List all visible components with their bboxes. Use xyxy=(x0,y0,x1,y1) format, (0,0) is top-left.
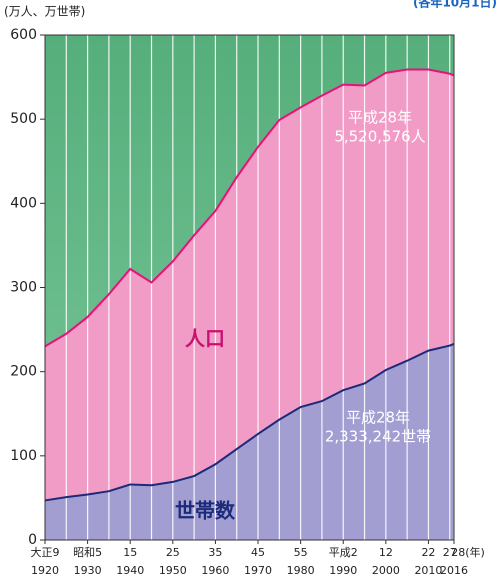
annotation: 平成28年 xyxy=(346,409,410,427)
x-tick-label: 1950 xyxy=(159,564,187,577)
x-era-label: 昭和5 xyxy=(73,546,102,559)
x-era-label: 12 xyxy=(379,546,393,559)
y-tick-label: 400 xyxy=(10,195,37,211)
x-tick-label: 1960 xyxy=(201,564,229,577)
y-axis-label: (万人、万世帯) xyxy=(4,5,85,19)
y-tick-label: 300 xyxy=(10,280,37,296)
area xyxy=(45,343,454,540)
y-tick-label: 600 xyxy=(10,27,37,43)
x-tick-label: 2010 xyxy=(414,564,442,577)
x-era-label: 27 xyxy=(443,546,457,559)
x-era-label: 28(年) xyxy=(451,545,485,559)
x-tick-label: 1990 xyxy=(329,564,357,577)
annotation: 5,520,576人 xyxy=(334,128,425,146)
x-tick-label: 1940 xyxy=(116,564,144,577)
x-era-label: 22 xyxy=(421,546,435,559)
x-era-label: 平成2 xyxy=(329,546,358,559)
series-label: 世帯数 xyxy=(175,499,236,523)
x-tick-label: 2000 xyxy=(372,564,400,577)
y-tick-label: 500 xyxy=(10,111,37,127)
x-era-label: 15 xyxy=(123,546,137,559)
y-tick-label: 0 xyxy=(28,532,37,548)
line xyxy=(44,342,455,502)
x-tick-label: 1920 xyxy=(31,564,59,577)
x-era-label: 35 xyxy=(208,546,222,559)
x-era-label: 55 xyxy=(294,546,308,559)
x-tick-label: 1970 xyxy=(244,564,272,577)
x-tick-label: 2016 xyxy=(440,564,468,577)
y-tick-label: 100 xyxy=(10,448,37,464)
x-tick-label: 1980 xyxy=(287,564,315,577)
x-era-label: 45 xyxy=(251,546,265,559)
series-label: 人口 xyxy=(185,327,225,351)
note: (各年10月1日) xyxy=(413,0,497,10)
line xyxy=(44,68,455,348)
y-tick-label: 200 xyxy=(10,364,37,380)
annotation: 2,333,242世帯 xyxy=(325,428,431,446)
x-tick-label: 1930 xyxy=(74,564,102,577)
annotation: 平成28年 xyxy=(348,109,412,127)
x-era-label: 大正9 xyxy=(31,545,60,559)
x-era-label: 25 xyxy=(166,546,180,559)
